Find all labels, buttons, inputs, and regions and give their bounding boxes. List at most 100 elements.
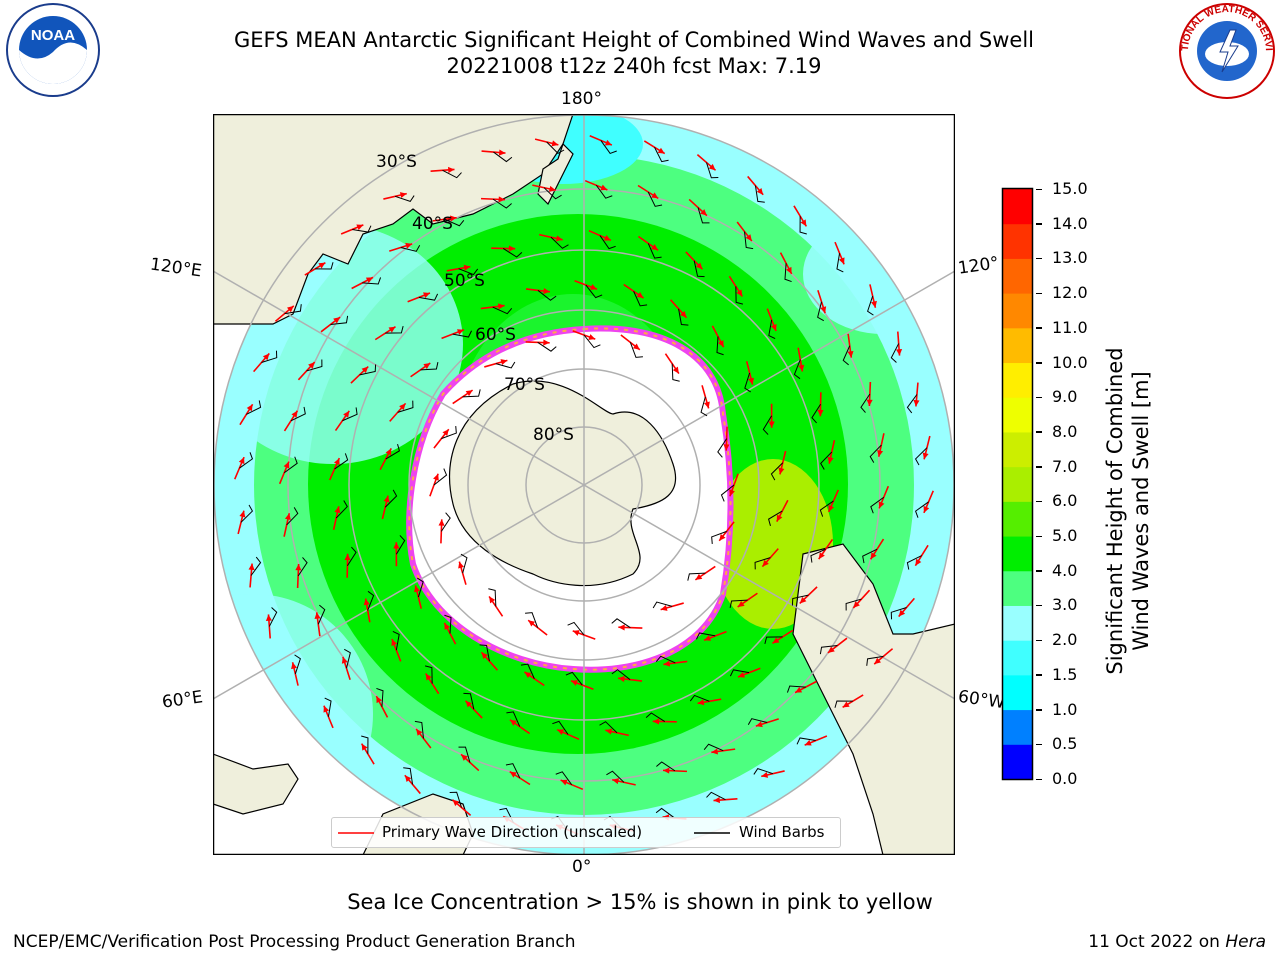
wave-direction-arrowhead xyxy=(344,553,351,561)
wave-direction-arrowhead xyxy=(618,675,625,682)
wind-barb xyxy=(239,452,254,469)
colorbar-segment xyxy=(1003,605,1033,641)
wind-barb xyxy=(753,768,774,775)
wind-barb xyxy=(555,771,573,786)
wave-direction-arrowhead xyxy=(838,257,845,265)
wave-direction-arrowhead xyxy=(497,303,505,310)
lon-label-left-lower: 60°E xyxy=(160,687,205,713)
wind-barb xyxy=(720,484,735,502)
wave-direction-arrowhead xyxy=(717,340,724,348)
wind-barb xyxy=(906,394,918,414)
wave-direction-arrowhead xyxy=(870,552,877,560)
wind-barb xyxy=(479,644,490,662)
wind-barb xyxy=(647,191,663,207)
wind-barb xyxy=(834,700,853,708)
lat-label-70s: 70°S xyxy=(504,375,545,395)
wave-direction-arrowhead xyxy=(291,410,298,418)
wave-direction-arrowhead xyxy=(703,401,710,409)
wind-barb xyxy=(671,363,680,382)
wave-direction-arrowhead xyxy=(425,673,432,681)
wind-barb xyxy=(462,389,481,398)
wave-direction-arrowhead xyxy=(314,612,321,619)
wave-direction-legend-line xyxy=(338,832,374,834)
colorbar-tick-label: 6.0 xyxy=(1052,491,1078,511)
wave-direction-arrowhead xyxy=(736,289,743,297)
colorbar-tick-label: 1.0 xyxy=(1052,699,1078,719)
wind-barb xyxy=(890,607,907,620)
wave-direction-arrowhead xyxy=(383,495,390,503)
colorbar-tick-mark xyxy=(1036,188,1042,190)
wave-direction-arrowhead xyxy=(399,192,407,199)
wind-barb xyxy=(689,694,710,702)
wind-barb xyxy=(261,350,278,363)
wind-barb xyxy=(585,284,603,299)
wave-direction-arrowhead xyxy=(444,622,451,630)
wave-direction-arrowhead xyxy=(524,671,532,679)
wave-direction-arrowhead xyxy=(365,277,373,283)
colorbar-tick-mark xyxy=(1036,743,1042,746)
wave-direction-arrowhead xyxy=(828,504,834,512)
wind-barb xyxy=(599,235,616,250)
wave-direction-arrowhead xyxy=(804,739,812,746)
wind-barb xyxy=(506,711,521,727)
wind-barb xyxy=(866,655,884,666)
wave-direction-arrowhead xyxy=(776,514,783,522)
africa-land xyxy=(213,753,299,815)
colorbar-segment xyxy=(1003,744,1033,780)
wave-direction-arrowhead xyxy=(612,778,620,785)
wind-barb xyxy=(417,577,424,598)
colorbar-tick-mark xyxy=(1036,396,1042,399)
wave-direction-arrowhead xyxy=(652,718,660,725)
wind-barb xyxy=(284,304,302,315)
wave-direction-arrowhead xyxy=(660,604,668,611)
wind-barb xyxy=(395,535,406,555)
wave-direction-arrowhead xyxy=(723,444,730,451)
colorbar-segment xyxy=(1003,293,1033,329)
wave-direction-arrowhead xyxy=(450,215,457,222)
wind-barb xyxy=(418,293,439,301)
wind-barb xyxy=(433,468,448,486)
colorbar-label-line1: Significant Height of Combined xyxy=(1103,347,1127,675)
wind-barb xyxy=(754,557,771,570)
wind-barb xyxy=(611,669,631,681)
wave-direction-arrowhead xyxy=(399,403,406,411)
wind-barb xyxy=(611,618,631,629)
lon-label-bottom: 0° xyxy=(572,857,592,877)
wind-barb xyxy=(836,253,844,273)
wind-barb xyxy=(444,218,465,227)
colorbar-label: Significant Height of Combined Wind Wave… xyxy=(1102,311,1154,711)
wind-barb xyxy=(914,447,928,466)
wind-barb xyxy=(796,737,816,745)
colorbar-tick-mark xyxy=(1036,327,1042,329)
wind-barb xyxy=(384,489,398,508)
wind-barb xyxy=(770,462,784,481)
colorbar-label-line2: Wind Waves and Swell [m] xyxy=(1129,371,1153,651)
south-america-land xyxy=(792,543,955,855)
wave-direction-arrowhead xyxy=(636,291,644,299)
wind-barb xyxy=(397,400,414,413)
wave-direction-arrowhead xyxy=(651,244,659,251)
wind-barb xyxy=(520,663,535,679)
wind-barb xyxy=(240,504,254,523)
wave-direction-arrowhead xyxy=(768,421,775,428)
wave-direction-arrowhead xyxy=(356,224,364,231)
wave-direction-arrowhead xyxy=(896,349,903,356)
wave-direction-arrowhead xyxy=(265,614,272,621)
wind-barb xyxy=(367,590,375,611)
wind-barb xyxy=(890,343,900,363)
wave-direction-arrowhead xyxy=(588,334,596,340)
wave-direction-arrowhead xyxy=(719,533,726,541)
colorbar-tick-mark xyxy=(1036,257,1042,260)
wind-barb xyxy=(717,438,728,458)
wind-barb xyxy=(392,630,400,651)
wave-direction-arrowhead xyxy=(572,630,580,636)
wind-barb xyxy=(546,141,565,155)
wind-barb xyxy=(842,345,851,366)
colorbar-segment xyxy=(1003,640,1033,676)
wave-direction-arrowhead xyxy=(713,797,720,804)
colorbar-tick-label: 9.0 xyxy=(1052,387,1078,407)
sea-ice-yellow-fringe xyxy=(408,327,732,671)
wave-direction-arrowhead xyxy=(343,410,350,418)
wave-direction-arrowhead xyxy=(590,284,598,290)
wave-direction-arrowhead xyxy=(295,563,302,571)
